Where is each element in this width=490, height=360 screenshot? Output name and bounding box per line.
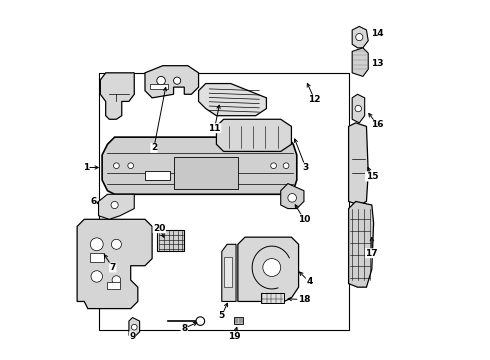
Text: 12: 12 (308, 95, 321, 104)
Text: 4: 4 (306, 277, 313, 286)
Polygon shape (129, 318, 140, 336)
Polygon shape (238, 237, 298, 301)
Circle shape (91, 271, 102, 282)
Text: 15: 15 (366, 172, 378, 181)
Polygon shape (348, 123, 368, 205)
Polygon shape (198, 84, 267, 116)
Polygon shape (145, 66, 198, 98)
Text: 7: 7 (110, 263, 116, 272)
Circle shape (111, 239, 122, 249)
Polygon shape (98, 194, 134, 219)
Text: 16: 16 (371, 120, 383, 129)
Circle shape (112, 276, 121, 284)
Text: 13: 13 (371, 59, 383, 68)
Circle shape (131, 324, 137, 330)
Text: 8: 8 (181, 324, 187, 333)
Bar (223, 257, 232, 287)
Polygon shape (352, 26, 368, 48)
Circle shape (111, 202, 118, 208)
Text: 1: 1 (83, 163, 89, 172)
Bar (157, 230, 184, 251)
Polygon shape (100, 73, 134, 119)
Circle shape (173, 77, 181, 84)
Text: 10: 10 (298, 215, 310, 224)
Circle shape (356, 33, 363, 41)
Text: 18: 18 (298, 295, 310, 304)
Text: 2: 2 (151, 143, 157, 152)
Text: 5: 5 (219, 311, 225, 320)
Text: 3: 3 (303, 163, 309, 172)
Polygon shape (102, 137, 297, 194)
Text: 9: 9 (129, 332, 136, 341)
Polygon shape (348, 202, 373, 287)
Polygon shape (222, 244, 236, 301)
Bar (150, 84, 168, 89)
Circle shape (114, 163, 119, 168)
Polygon shape (352, 48, 368, 76)
Polygon shape (352, 94, 365, 123)
Circle shape (90, 238, 103, 251)
Polygon shape (77, 219, 152, 309)
Text: 19: 19 (228, 332, 241, 341)
Polygon shape (217, 119, 292, 152)
Circle shape (157, 76, 165, 85)
Bar (234, 317, 243, 324)
Circle shape (128, 163, 134, 168)
Text: 20: 20 (153, 224, 166, 233)
Bar (90, 253, 104, 262)
Circle shape (263, 258, 281, 276)
Polygon shape (281, 184, 304, 208)
Circle shape (355, 105, 362, 112)
Bar (145, 171, 170, 180)
Circle shape (196, 317, 205, 325)
Bar (98, 73, 348, 330)
Circle shape (288, 194, 296, 202)
Circle shape (270, 163, 276, 168)
Bar (261, 293, 284, 303)
Text: 11: 11 (208, 124, 221, 133)
Text: 6: 6 (90, 197, 97, 206)
Text: 14: 14 (371, 29, 384, 38)
Text: 17: 17 (366, 249, 378, 258)
Bar (173, 157, 238, 189)
Bar (107, 282, 120, 289)
Circle shape (283, 163, 289, 168)
